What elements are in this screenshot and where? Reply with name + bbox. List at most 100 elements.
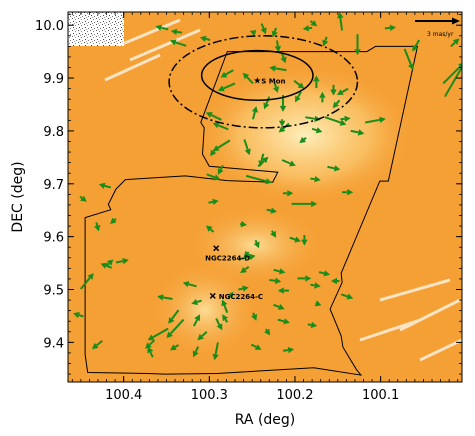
vector-head: [452, 38, 460, 45]
vector-arrow: [264, 328, 271, 336]
vector-head: [205, 112, 213, 118]
vector-arrow: [227, 291, 234, 300]
vector-shaft: [309, 20, 314, 24]
x-tick-label: 100.1: [362, 388, 399, 403]
vector-arrow: [403, 48, 414, 71]
vector-arrow: [157, 294, 173, 301]
vector-head: [332, 101, 339, 109]
vector-head: [315, 127, 323, 134]
vector-arrow: [310, 282, 321, 289]
annotation-label: NGC2264-C: [219, 293, 263, 301]
vector-head: [197, 333, 204, 341]
vector-head: [336, 89, 344, 95]
y-axis: 9.4 9.5 9.6 9.7 9.8 9.9 10.0: [35, 14, 462, 375]
vector-head: [265, 178, 272, 185]
vector-head: [458, 63, 462, 69]
vector-shaft: [162, 296, 173, 300]
vector-arrow: [322, 36, 329, 47]
coverage-outline: [84, 45, 419, 376]
vector-arrow: [442, 63, 462, 85]
vector-head: [212, 198, 219, 205]
vector-head: [260, 27, 267, 35]
vector-arrow: [169, 344, 180, 351]
vector-arrow: [318, 270, 331, 277]
vector-shaft: [246, 76, 254, 85]
vector-arrow: [307, 321, 318, 329]
vector-head: [73, 312, 80, 319]
vector-head: [333, 165, 341, 172]
vector-head: [271, 30, 278, 38]
vector-shaft: [152, 327, 169, 339]
vector-head: [253, 241, 260, 249]
vector-arrow: [249, 30, 257, 36]
vector-arrow: [243, 139, 251, 156]
vector-arrow: [217, 82, 236, 92]
vector-head: [240, 220, 247, 228]
vector-arrow: [278, 119, 286, 127]
proper-motion-vectors: [73, 12, 471, 361]
vector-shaft: [223, 82, 236, 90]
vector-shaft: [113, 217, 117, 221]
x-tick-label: 100.2: [276, 388, 313, 403]
vector-shaft: [174, 344, 180, 348]
vector-shaft: [310, 177, 315, 181]
vector-shaft: [310, 283, 315, 287]
vector-shaft: [324, 116, 342, 124]
vector-head: [106, 259, 114, 266]
scale-bar: 3 mas/yr: [415, 17, 460, 38]
y-axis-label: DEC (deg): [10, 161, 26, 232]
vector-shaft: [281, 159, 291, 165]
vector-head: [279, 268, 286, 275]
background-map: [68, 12, 462, 382]
vector-arrow: [299, 136, 307, 144]
vector-arrow: [251, 106, 258, 120]
y-tick-label: 9.4: [43, 336, 64, 351]
vector-arrow: [412, 39, 421, 52]
vector-head: [323, 270, 331, 277]
vector-shaft: [289, 236, 296, 241]
vector-arrow: [243, 250, 251, 258]
vector-arrow: [309, 20, 318, 27]
vector-shaft: [335, 99, 341, 105]
vector-arrow: [313, 75, 320, 89]
vector-shaft: [282, 349, 289, 352]
vector-arrow: [291, 200, 318, 208]
vector-head: [199, 35, 207, 42]
vector-arrow: [251, 312, 257, 321]
y-tick-label: 9.7: [43, 178, 64, 193]
vector-shaft: [365, 118, 381, 124]
vector-head: [310, 321, 318, 329]
vector-arrow: [73, 312, 84, 319]
vector-shaft: [149, 351, 154, 358]
vector-shaft: [105, 262, 110, 267]
vector-head: [465, 52, 471, 59]
vector-arrow: [145, 339, 156, 349]
vector-shaft: [79, 195, 83, 199]
vector-arrow: [253, 239, 260, 249]
vector-shaft: [223, 304, 229, 314]
vector-shaft: [194, 346, 200, 353]
vector-arrow: [319, 91, 326, 103]
vector-head: [319, 91, 326, 98]
vector-head: [166, 331, 173, 339]
vector-head: [212, 122, 220, 129]
vector-head: [305, 275, 312, 282]
vector-shaft: [225, 69, 234, 76]
vector-head: [297, 82, 305, 89]
vector-head: [299, 136, 306, 144]
vector-shaft: [252, 312, 256, 316]
vector-shaft: [260, 23, 265, 29]
vector-shaft: [269, 279, 276, 282]
vector-arrow: [238, 285, 249, 292]
vector-arrow: [110, 217, 117, 224]
map-glow-south: [150, 260, 260, 360]
vector-arrow: [314, 300, 322, 307]
vector-arrow: [197, 331, 208, 341]
vector-arrow: [282, 346, 295, 354]
vector-head: [379, 116, 386, 123]
vector-head: [330, 89, 337, 96]
vector-shaft: [217, 124, 229, 131]
vector-head: [302, 25, 309, 32]
vector-head: [254, 344, 262, 350]
vector-head: [269, 65, 276, 72]
